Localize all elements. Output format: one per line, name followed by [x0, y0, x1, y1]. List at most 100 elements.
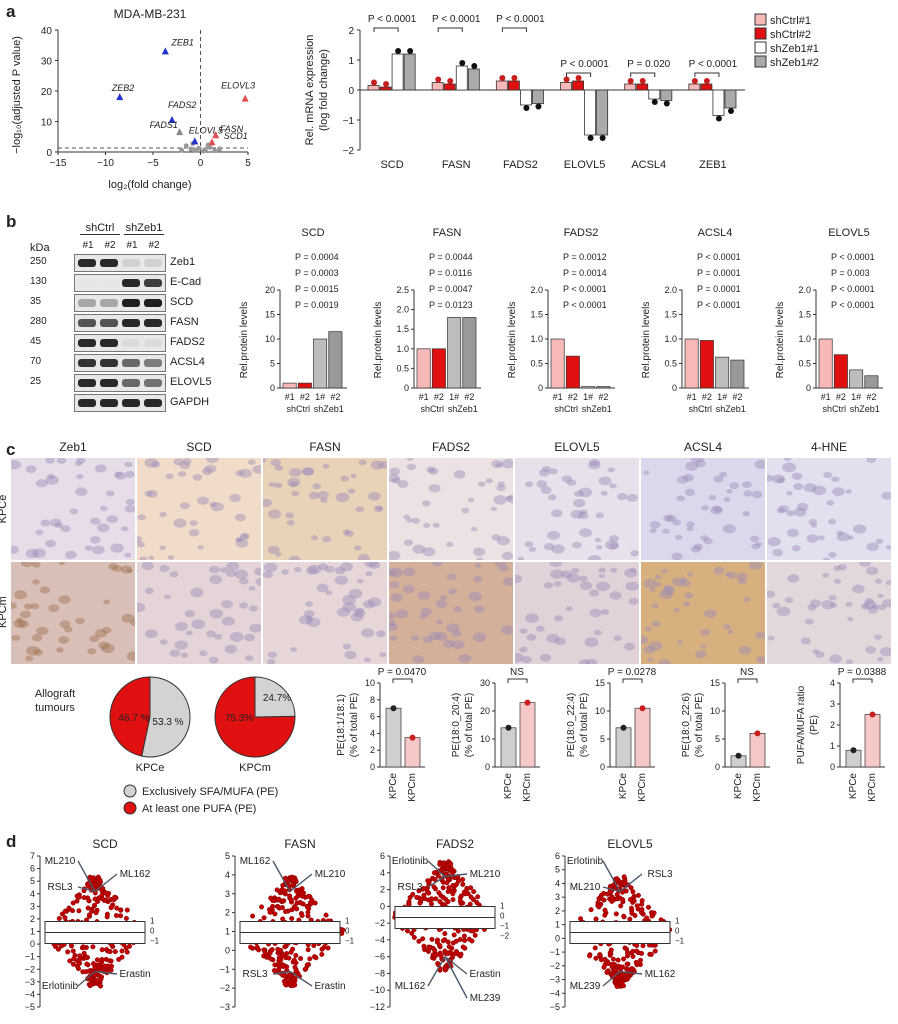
mrna-y-label-2: (log fold change) [318, 49, 330, 131]
beeswarm-dot [104, 946, 110, 952]
protein-bar [581, 386, 596, 389]
beeswarm-dot [450, 891, 456, 897]
beeswarm-dot [92, 882, 98, 888]
beeswarm-dot [298, 955, 304, 961]
lipid-x-tick-label: KPCm [867, 773, 878, 802]
beeswarm-dot [457, 898, 463, 904]
beeswarm-dot [638, 957, 644, 963]
beeswarm-dot [624, 961, 630, 967]
mrna-bar-chart: 2 1 0 −1 −2 Rel. mRNA expression (log fold cha… [304, 13, 819, 171]
protein-y-tick-label: 2.0 [530, 285, 543, 295]
beeswarm-dot [648, 951, 654, 957]
beeswarm-y-tick-label: 3 [30, 901, 35, 911]
mrna-pvalue: P < 0.0001 [368, 14, 417, 25]
ihc-image [767, 458, 891, 560]
beeswarm-dot [615, 957, 621, 963]
mrna-y-label: Rel. mRNA expression [304, 35, 316, 146]
lipid-x-tick-label: KPCe [618, 773, 629, 800]
beeswarm-box-tick-label: 0 [500, 912, 505, 921]
blot-strip [74, 394, 166, 412]
protein-x-tick-label: #2 [464, 392, 474, 402]
lipid-dot [524, 699, 531, 706]
beeswarm-dot [630, 889, 636, 895]
protein-bar [833, 354, 848, 389]
beeswarm-dot [259, 904, 265, 910]
beeswarm-dot [601, 890, 607, 896]
ihc-column-title: Zeb1 [59, 440, 87, 454]
beeswarm-dot [268, 956, 274, 962]
volcano-y-tick-label: 20 [41, 87, 53, 98]
blot-kda-value: 250 [30, 256, 47, 267]
beeswarm-dot [633, 959, 639, 965]
lipid-y-tick-label: 5 [600, 734, 605, 744]
beeswarm-dot [319, 951, 325, 957]
beeswarm-dot [86, 883, 92, 889]
mrna-dot [395, 48, 402, 54]
beeswarm-dot [443, 896, 449, 902]
mrna-bar [443, 83, 456, 91]
beeswarm-dot [634, 948, 640, 954]
beeswarm-dot [71, 956, 77, 962]
beeswarm-title: FADS2 [436, 837, 474, 851]
protein-y-tick-label: 1.0 [664, 334, 677, 344]
beeswarm-dot [85, 905, 91, 911]
protein-bar [849, 369, 864, 389]
protein-y-label: Rel.protein levels [641, 302, 652, 379]
blot-lane-label: #2 [148, 240, 160, 251]
lipid-y-tick-label: 2 [370, 745, 375, 755]
mrna-dot [663, 100, 670, 107]
beeswarm-y-tick-label: 1 [225, 927, 230, 937]
beeswarm-y-tick-label: 2 [380, 885, 385, 895]
protein-x-tick-label: 1# [315, 392, 325, 402]
blot-band [144, 259, 162, 267]
mrna-sig-bracket [501, 27, 527, 32]
beeswarm-dot [474, 899, 480, 905]
beeswarm-dot [613, 911, 619, 917]
beeswarm-dot [621, 874, 627, 880]
beeswarm-box-tick-label: −1 [500, 922, 510, 931]
beeswarm-dot [625, 975, 631, 981]
blot-kda-value: 45 [30, 336, 42, 347]
beeswarm-y-tick-label: 4 [225, 870, 230, 880]
blot-strip [74, 294, 166, 312]
beeswarm-box-tick-label: 0 [345, 927, 350, 936]
blot-band [122, 299, 140, 307]
beeswarm-dot [261, 947, 267, 953]
beeswarm-box-tick-label: −1 [345, 937, 355, 946]
beeswarm-drug-label: Erastin [469, 969, 500, 980]
panel-label-a: a [6, 2, 16, 21]
beeswarm-dot [456, 878, 462, 884]
volcano-gene-marker [116, 93, 124, 101]
beeswarm-box-tick-label: 1 [500, 902, 505, 911]
blot-kda-value: 25 [30, 376, 42, 387]
mrna-bar [700, 83, 713, 91]
pie-slice-pufa [109, 676, 151, 757]
beeswarm-dot [448, 861, 454, 867]
blot-kda-value: 280 [30, 316, 47, 327]
blot-band [144, 379, 162, 387]
beeswarm-dot [276, 958, 282, 964]
mrna-dot [523, 105, 530, 111]
mrna-bar [712, 89, 725, 116]
blot-band [100, 259, 118, 267]
lipid-y-tick-label: 2 [830, 720, 835, 730]
beeswarm-dot [309, 900, 315, 906]
volcano-x-tick-label: −10 [97, 158, 114, 169]
protein-x-tick-label: #1 [419, 392, 429, 402]
volcano-point [179, 147, 184, 153]
protein-group-label: shZeb1 [716, 404, 746, 414]
protein-x-tick-label: 1# [717, 392, 727, 402]
blot-strip [74, 274, 166, 292]
protein-y-tick-label: 0 [404, 383, 409, 393]
blot-band [144, 399, 162, 407]
blot-band [100, 359, 118, 367]
beeswarm-dot [411, 934, 417, 940]
mrna-pvalue: P < 0.0001 [496, 14, 545, 25]
blot-band [122, 399, 140, 407]
beeswarm-dot [617, 895, 623, 901]
beeswarm-box-tick-label: 1 [150, 917, 155, 926]
lipid-y-label: PE(18:1/18:1) [336, 694, 347, 756]
lipid-y-label-2: (% of total PE) [579, 693, 590, 757]
beeswarm-dot [99, 956, 105, 962]
beeswarm-dot [56, 915, 62, 921]
